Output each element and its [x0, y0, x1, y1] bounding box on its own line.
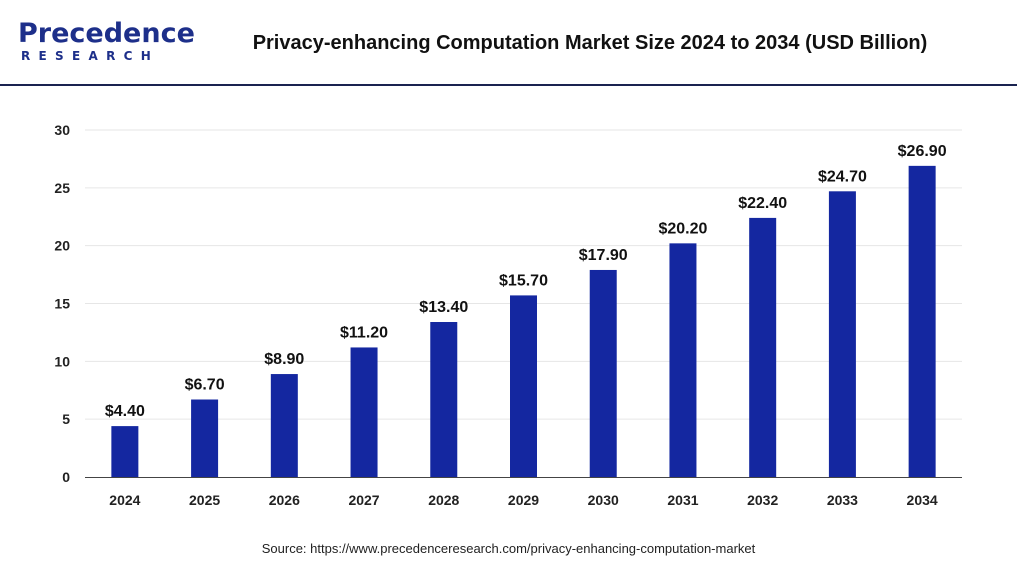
- bar: [669, 243, 697, 477]
- bar: [510, 295, 537, 477]
- data-label: $15.70: [499, 272, 548, 289]
- header: Precedence RESEARCH Privacy-enhancing Co…: [0, 0, 1017, 86]
- bar: [270, 374, 298, 477]
- precedence-research-logo: Precedence RESEARCH: [14, 18, 195, 68]
- bar: [589, 269, 617, 477]
- x-tick-label: 2029: [508, 492, 539, 508]
- y-tick-label: 25: [54, 180, 70, 196]
- data-label: $6.70: [185, 377, 225, 394]
- logo-subtitle: RESEARCH: [21, 49, 160, 63]
- bar: [430, 322, 458, 477]
- x-tick-label: 2033: [827, 492, 858, 508]
- bar: [908, 165, 936, 477]
- y-tick-label: 10: [54, 353, 70, 369]
- x-tick-label: 2026: [269, 492, 300, 508]
- data-label: $17.90: [579, 247, 628, 264]
- y-tick-label: 5: [62, 411, 70, 427]
- x-tick-label: 2034: [907, 492, 938, 508]
- chart-title: Privacy-enhancing Computation Market Siz…: [252, 32, 928, 54]
- x-tick-label: 2032: [747, 492, 778, 508]
- y-tick-label: 0: [62, 469, 70, 485]
- data-label: $20.20: [658, 220, 707, 237]
- x-tick-label: 2027: [348, 492, 379, 508]
- data-label: $11.20: [340, 324, 388, 341]
- bar: [111, 426, 139, 477]
- x-tick-label: 2028: [428, 492, 459, 508]
- data-label: $26.90: [898, 143, 947, 160]
- bar-chart: 051015202530$4.402024$6.702025$8.902026$…: [54, 122, 962, 508]
- data-label: $24.70: [818, 168, 867, 185]
- header-divider: [0, 84, 1017, 86]
- x-tick-label: 2031: [667, 492, 698, 508]
- bar: [749, 217, 777, 477]
- data-label: $13.40: [419, 299, 468, 316]
- x-tick-label: 2024: [109, 492, 140, 508]
- bar: [350, 347, 378, 477]
- logo-wordmark: Precedence: [18, 18, 195, 49]
- x-tick-label: 2030: [588, 492, 619, 508]
- y-tick-label: 15: [54, 296, 70, 312]
- data-label: $8.90: [264, 351, 304, 368]
- bar: [828, 191, 856, 477]
- y-tick-label: 30: [54, 122, 70, 138]
- data-label: $4.40: [105, 403, 145, 420]
- bar: [191, 399, 219, 477]
- source-note: Source: https://www.precedenceresearch.c…: [261, 541, 756, 556]
- x-tick-label: 2025: [189, 492, 220, 508]
- y-tick-label: 20: [54, 238, 70, 254]
- data-label: $22.40: [738, 195, 787, 212]
